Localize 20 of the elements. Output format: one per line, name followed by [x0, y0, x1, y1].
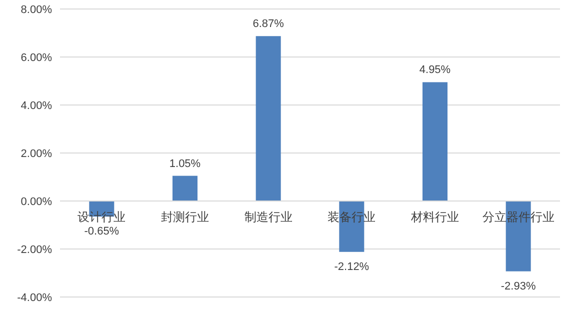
y-tick-label: 2.00% [20, 148, 52, 160]
y-tick-label: 8.00% [20, 4, 52, 16]
y-tick-label: -2.00% [17, 244, 52, 256]
y-tick-label: 6.00% [20, 52, 52, 64]
x-tick-label: 封测行业 [161, 210, 209, 224]
data-label: 1.05% [169, 158, 201, 170]
data-label: 6.87% [252, 18, 284, 30]
data-label: 4.95% [419, 64, 451, 76]
data-label: -2.93% [500, 280, 536, 292]
bar [422, 82, 448, 201]
data-label: -2.12% [334, 260, 370, 273]
y-tick-label: 4.00% [20, 100, 52, 112]
x-tick-label: 材料行业 [410, 210, 459, 224]
data-label: -0.65% [84, 226, 120, 238]
y-tick-label: 0.00% [20, 196, 52, 208]
y-tick-label: -4.00% [17, 292, 52, 304]
x-tick-label: 制造行业 [244, 210, 292, 224]
bar [506, 201, 531, 272]
bar [256, 36, 281, 201]
bar [172, 176, 198, 201]
